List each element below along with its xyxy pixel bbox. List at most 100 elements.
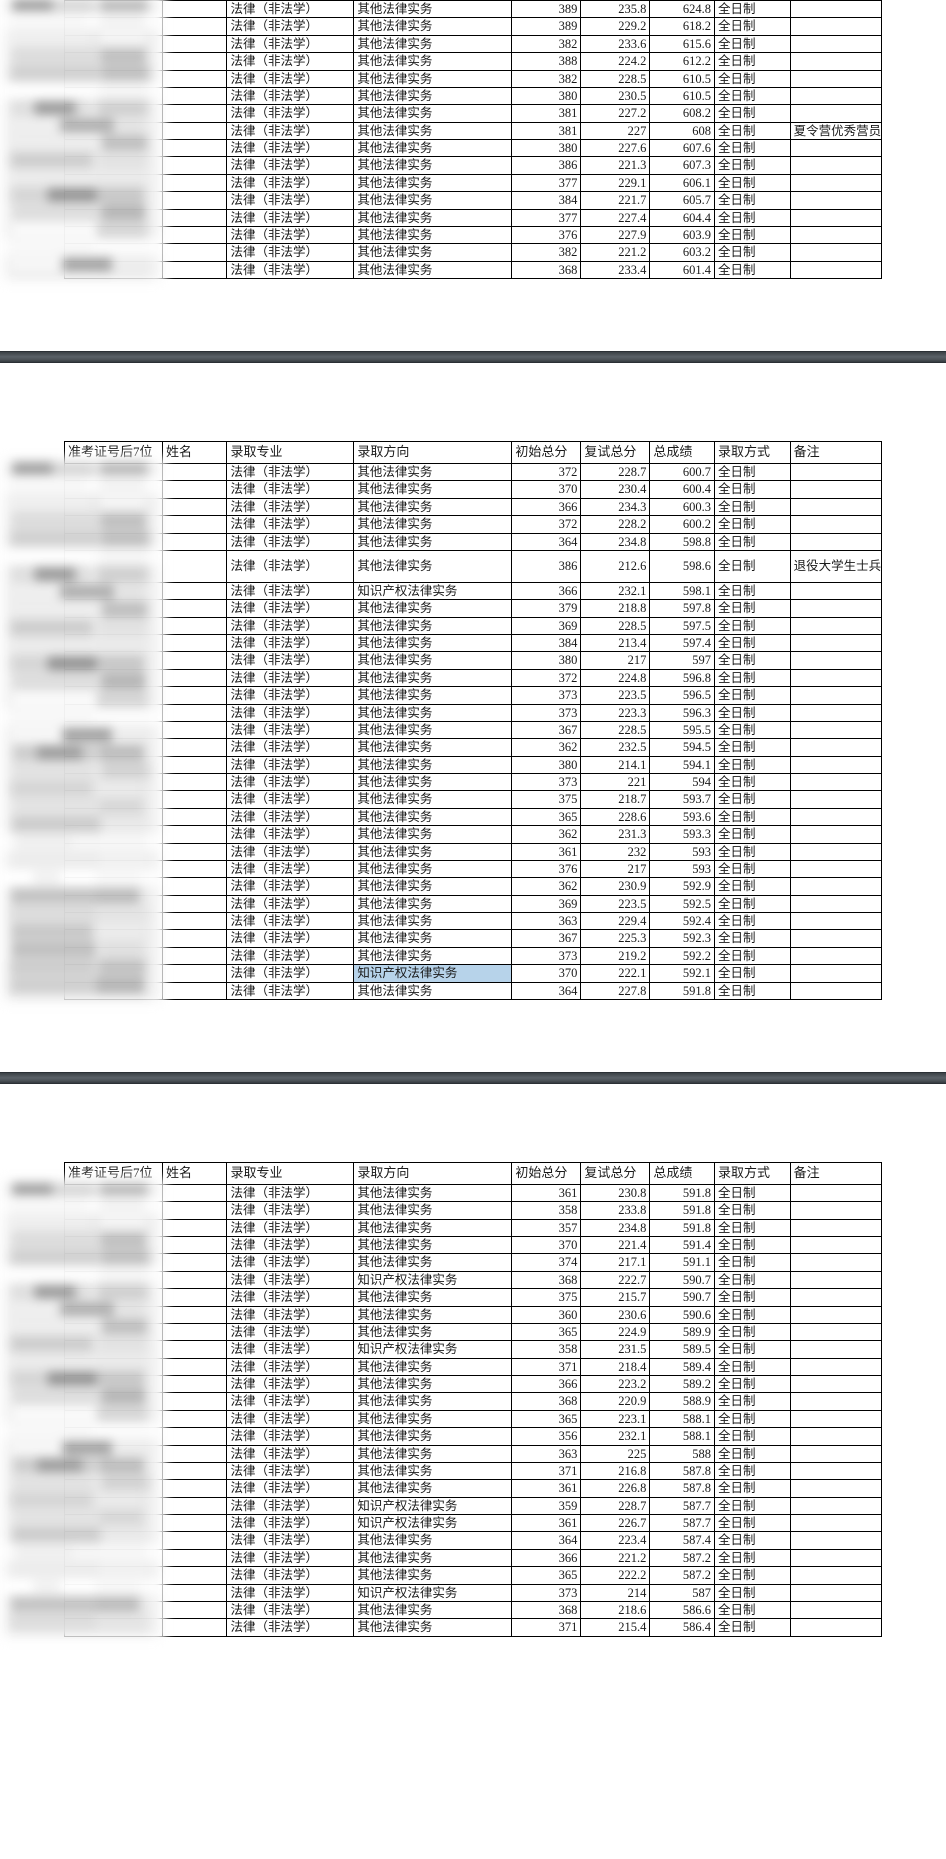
cell-name-redacted[interactable] (161, 86, 228, 106)
cell-name-redacted[interactable] (161, 1600, 228, 1620)
cell-retest-score[interactable]: 230.4 (580, 480, 651, 499)
cell-name-redacted[interactable] (161, 633, 228, 653)
cell-direction[interactable]: 其他法律实务 (353, 104, 513, 123)
cell-total-score[interactable]: 591.8 (649, 1218, 715, 1238)
table-row[interactable]: 法律（非法学） 其他法律实务 389 235.8 624.8 全日制 (64, 0, 883, 19)
cell-retest-score[interactable]: 232.5 (580, 738, 651, 757)
cell-preliminary-score[interactable]: 372 (511, 462, 582, 482)
cell-preliminary-score[interactable]: 373 (511, 772, 582, 792)
cell-direction[interactable]: 其他法律实务 (353, 616, 513, 636)
cell-major[interactable]: 法律（非法学） (226, 191, 355, 210)
cell-direction[interactable]: 其他法律实务 (353, 17, 513, 36)
cell-remark[interactable] (789, 790, 883, 809)
cell-retest-score[interactable]: 218.7 (580, 790, 651, 809)
cell-preliminary-score[interactable]: 363 (511, 1444, 582, 1463)
cell-remark[interactable] (789, 1270, 883, 1290)
cell-direction[interactable]: 其他法律实务 (353, 859, 513, 879)
cell-retest-score[interactable]: 233.4 (580, 260, 651, 280)
cell-remark[interactable] (789, 859, 883, 879)
admission-table-page-2[interactable]: 准考证号后7位 姓名 录取专业 录取方向 初始总分 复试总分 总成绩 录取方式 备注 法律（非法… (64, 441, 883, 1000)
cell-major[interactable]: 法律（非法学） (226, 842, 355, 861)
cell-remark[interactable] (789, 755, 883, 775)
cell-admission-mode[interactable]: 全日制 (713, 173, 791, 193)
cell-retest-score[interactable]: 224.8 (580, 668, 651, 688)
cell-name-redacted[interactable] (161, 738, 228, 757)
table-row[interactable]: 法律（非法学） 其他法律实务 388 224.2 612.2 全日制 (64, 52, 883, 71)
cell-preliminary-score[interactable]: 361 (511, 1183, 582, 1203)
cell-admission-mode[interactable]: 全日制 (713, 156, 791, 175)
cell-name-redacted[interactable] (161, 1583, 228, 1602)
cell-remark[interactable] (789, 946, 883, 966)
cell-retest-score[interactable]: 227.6 (580, 138, 651, 158)
cell-name-redacted[interactable] (161, 532, 228, 551)
document-viewer[interactable]: 法律（非法学） 其他法律实务 389 235.8 624.8 全日制 法律（非法学） 其他法律… (0, 0, 946, 1641)
cell-admission-mode[interactable]: 全日制 (713, 1322, 791, 1342)
cell-major[interactable]: 法律（非法学） (226, 1479, 355, 1498)
cell-total-score[interactable]: 607.6 (649, 138, 715, 158)
cell-total-score[interactable]: 592.1 (649, 964, 715, 983)
admission-table-page-3[interactable]: 准考证号后7位 姓名 录取专业 录取方向 初始总分 复试总分 总成绩 录取方式 备注 法律（非法… (64, 1161, 883, 1637)
cell-name-redacted[interactable] (161, 772, 228, 792)
cell-direction[interactable]: 其他法律实务 (353, 668, 513, 688)
cell-name-redacted[interactable] (161, 17, 228, 36)
cell-total-score[interactable]: 596.8 (649, 668, 715, 688)
table-row[interactable]: 法律（非法学） 其他法律实务 372 224.8 596.8 全日制 (64, 668, 883, 688)
cell-total-score[interactable]: 603.9 (649, 225, 715, 245)
table-row[interactable]: 法律（非法学） 其他法律实务 365 228.6 593.6 全日制 (64, 807, 883, 827)
cell-remark[interactable] (789, 1392, 883, 1411)
cell-direction[interactable]: 其他法律实务 (353, 1357, 513, 1377)
cell-name-redacted[interactable] (161, 581, 228, 601)
cell-remark[interactable] (789, 532, 883, 551)
cell-remark[interactable] (789, 599, 883, 618)
cell-remark[interactable] (789, 497, 883, 517)
cell-remark[interactable] (789, 1340, 883, 1359)
cell-admission-mode[interactable]: 全日制 (713, 1444, 791, 1463)
cell-direction[interactable]: 其他法律实务 (353, 497, 513, 517)
cell-total-score[interactable]: 589.4 (649, 1357, 715, 1377)
cell-direction[interactable]: 其他法律实务 (353, 34, 513, 54)
cell-retest-score[interactable]: 214.1 (580, 755, 651, 775)
cell-total-score[interactable]: 586.6 (649, 1600, 715, 1620)
cell-retest-score[interactable]: 233.6 (580, 34, 651, 54)
cell-remark[interactable] (789, 480, 883, 499)
cell-major[interactable]: 法律（非法学） (226, 1322, 355, 1342)
cell-name-redacted[interactable] (161, 243, 228, 262)
cell-remark[interactable] (789, 1427, 883, 1446)
cell-preliminary-score[interactable]: 358 (511, 1201, 582, 1220)
cell-remark[interactable] (789, 69, 883, 88)
cell-admission-mode[interactable]: 全日制 (713, 946, 791, 966)
cell-direction[interactable]: 其他法律实务 (353, 549, 513, 583)
cell-preliminary-score[interactable]: 362 (511, 877, 582, 896)
cell-admission-mode[interactable]: 全日制 (713, 225, 791, 245)
cell-remark[interactable] (789, 981, 883, 1000)
cell-retest-score[interactable]: 221.4 (580, 1235, 651, 1255)
cell-name-redacted[interactable] (161, 1566, 228, 1585)
cell-total-score[interactable]: 618.2 (649, 17, 715, 36)
cell-preliminary-score[interactable]: 371 (511, 1357, 582, 1377)
cell-admission-mode[interactable]: 全日制 (713, 1357, 791, 1377)
table-row[interactable]: 法律（非法学） 其他法律实务 362 231.3 593.3 全日制 (64, 825, 883, 844)
cell-major[interactable]: 法律（非法学） (226, 1201, 355, 1220)
cell-direction[interactable]: 其他法律实务 (353, 1392, 513, 1411)
cell-preliminary-score[interactable]: 363 (511, 911, 582, 931)
cell-retest-score[interactable]: 223.3 (580, 703, 651, 722)
table-row[interactable]: 法律（非法学） 其他法律实务 356 232.1 588.1 全日制 (64, 1427, 883, 1446)
cell-name-redacted[interactable] (161, 1235, 228, 1255)
cell-total-score[interactable]: 593.6 (649, 807, 715, 827)
cell-remark[interactable] (789, 260, 883, 280)
cell-preliminary-score[interactable]: 389 (511, 0, 582, 19)
cell-remark[interactable] (789, 651, 883, 670)
cell-retest-score[interactable]: 223.5 (580, 686, 651, 705)
cell-major[interactable]: 法律（非法学） (226, 616, 355, 636)
cell-name-redacted[interactable] (161, 720, 228, 740)
cell-remark[interactable] (789, 138, 883, 158)
cell-major[interactable]: 法律（非法学） (226, 52, 355, 71)
cell-admission-mode[interactable]: 全日制 (713, 1531, 791, 1550)
cell-remark[interactable] (789, 1218, 883, 1238)
cell-admission-mode[interactable]: 全日制 (713, 1427, 791, 1446)
cell-remark[interactable] (789, 1479, 883, 1498)
cell-direction[interactable]: 其他法律实务 (353, 462, 513, 482)
cell-remark[interactable] (789, 1409, 883, 1429)
table-row[interactable]: 法律（非法学） 知识产权法律实务 358 231.5 589.5 全日制 (64, 1340, 883, 1359)
